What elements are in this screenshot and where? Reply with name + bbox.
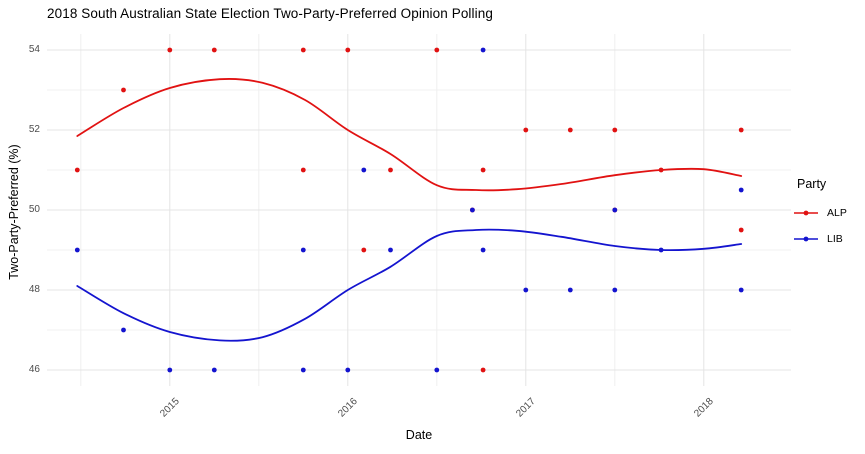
lib-point [470, 207, 475, 213]
lib-point [567, 287, 573, 293]
alp-point [300, 47, 306, 53]
lib-point [434, 367, 440, 373]
alp-point [74, 167, 80, 173]
lib-point [300, 247, 306, 253]
lib-point [612, 287, 618, 293]
lib-point [74, 247, 80, 253]
legend-label-lib: LIB [827, 233, 843, 245]
legend-item-lib: LIB [793, 226, 847, 252]
y-tick-label: 50 [28, 204, 40, 215]
lib-point [480, 247, 486, 253]
alp-point [300, 167, 306, 173]
alp-point [211, 47, 217, 53]
y-tick-label: 54 [28, 44, 40, 55]
lib-point [345, 367, 351, 373]
y-tick-label: 46 [28, 364, 40, 375]
lib-point [167, 367, 173, 373]
lib-point [388, 247, 393, 253]
alp-point [121, 87, 126, 93]
alp-point [480, 167, 486, 173]
lib-legend-key-icon [794, 236, 818, 242]
lib-point [612, 207, 618, 213]
alp-point [388, 167, 393, 173]
y-tick-label: 48 [28, 284, 40, 295]
alp-point [567, 127, 573, 133]
x-axis-title: Date [405, 428, 433, 442]
lib-trend-line [76, 228, 743, 342]
alp-legend-key-icon [794, 210, 818, 216]
alp-point [738, 127, 744, 133]
alp-trend-line [76, 77, 743, 192]
lib-point [523, 287, 529, 293]
legend-item-alp: ALP [793, 200, 847, 226]
alp-point [523, 127, 529, 133]
lib-point [738, 287, 744, 293]
legend-title: Party [797, 177, 827, 191]
lib-point [738, 187, 744, 193]
alp-point [434, 47, 440, 53]
lib-point [658, 247, 664, 253]
alp-point [658, 167, 664, 173]
chart-title: 2018 South Australian State Election Two… [47, 6, 493, 21]
alp-point [345, 47, 351, 53]
lib-point [480, 47, 486, 53]
lib-point [121, 327, 126, 333]
alp-point [480, 367, 486, 373]
alp-point [738, 227, 744, 233]
y-tick-label: 52 [28, 124, 40, 135]
legend-label-alp: ALP [827, 207, 847, 219]
alp-point [612, 127, 618, 133]
alp-point [361, 247, 367, 253]
lib-point [211, 367, 217, 373]
lib-point [300, 367, 306, 373]
legend: Party ALP LIB [793, 177, 847, 252]
alp-point [167, 47, 173, 53]
lib-point [361, 167, 367, 173]
